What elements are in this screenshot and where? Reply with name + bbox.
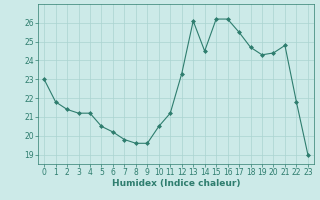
X-axis label: Humidex (Indice chaleur): Humidex (Indice chaleur) [112, 179, 240, 188]
